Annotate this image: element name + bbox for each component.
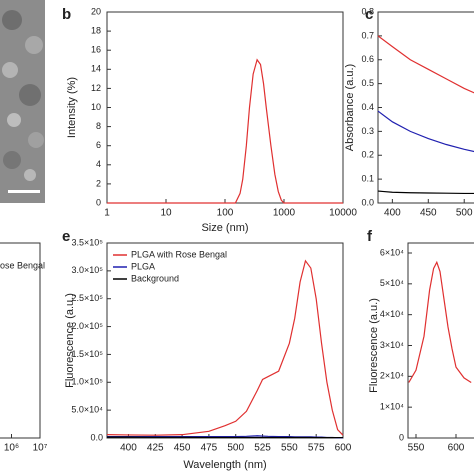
y-tick-label: 3.5×10⁵ <box>71 237 103 247</box>
x-tick-label: 550 <box>281 443 298 454</box>
x-tick-label: 450 <box>174 443 191 454</box>
x-tick-label: 500 <box>227 443 244 454</box>
series-line <box>377 190 474 195</box>
y-tick-label: 3.0×10⁵ <box>71 265 103 275</box>
panel-label: c <box>365 6 373 23</box>
x-tick-label: 10⁷ <box>33 443 48 454</box>
y-tick-label: 0.8 <box>361 6 374 16</box>
y-tick-label: 6 <box>96 140 101 150</box>
panel-label: f <box>367 228 373 245</box>
y-axis-label: Fluorescence (a.u.) <box>64 293 76 388</box>
x-tick-label: 600 <box>448 443 465 454</box>
plot-frame <box>0 242 41 439</box>
x-tick-label: 1 <box>104 208 110 219</box>
x-tick-label: 475 <box>201 443 218 454</box>
y-tick-label: 5.0×10⁴ <box>71 405 103 415</box>
y-tick-label: 0.6 <box>361 54 374 64</box>
annotation: ose Bengal <box>0 260 45 270</box>
y-tick-label: 2 <box>96 178 101 188</box>
x-tick-label: 600 <box>335 443 352 454</box>
y-axis-label: Absorbance (a.u.) <box>344 64 356 151</box>
x-tick-label: 400 <box>120 443 137 454</box>
y-tick-label: 4×10⁴ <box>380 309 404 319</box>
x-tick-label: 425 <box>147 443 164 454</box>
y-tick-label: 0 <box>399 432 404 442</box>
y-tick-label: 2.5×10⁵ <box>71 293 103 303</box>
y-tick-label: 10 <box>91 102 101 112</box>
plot-frame <box>407 242 474 439</box>
x-tick-label: 10000 <box>329 208 357 219</box>
y-axis-label: Fluorescence (a.u.) <box>368 298 380 393</box>
y-tick-label: 6×10⁴ <box>380 247 404 257</box>
panel-label: e <box>62 228 70 245</box>
x-tick-label: 400 <box>384 208 401 219</box>
y-tick-label: 20 <box>91 6 101 16</box>
y-tick-label: 0.1 <box>361 174 374 184</box>
series-line <box>106 259 344 436</box>
y-tick-label: 16 <box>91 45 101 55</box>
x-tick-label: 500 <box>456 208 473 219</box>
plot-frame <box>106 242 344 439</box>
y-tick-label: 0.4 <box>361 102 374 112</box>
x-tick-label: 10⁶ <box>4 443 19 454</box>
x-tick-label: 550 <box>408 443 425 454</box>
y-tick-label: 0.0 <box>90 432 103 442</box>
plot-frame <box>377 11 474 204</box>
legend-label: PLGA with Rose Bengal <box>131 249 227 259</box>
x-tick-label: 1000 <box>273 208 296 219</box>
plot-frame <box>106 11 344 204</box>
panel-label: b <box>62 6 71 23</box>
y-tick-label: 12 <box>91 83 101 93</box>
y-tick-label: 14 <box>91 64 101 74</box>
x-tick-label: 10 <box>160 208 172 219</box>
y-tick-label: 0.3 <box>361 126 374 136</box>
y-tick-label: 2×10⁴ <box>380 371 404 381</box>
y-tick-label: 0.7 <box>361 30 374 40</box>
series-line <box>408 260 472 384</box>
y-tick-label: 0.5 <box>361 78 374 88</box>
legend-label: Background <box>131 273 179 283</box>
y-tick-label: 0 <box>96 197 101 207</box>
y-tick-label: 0.2 <box>361 150 374 160</box>
y-tick-label: 0.0 <box>361 197 374 207</box>
y-tick-label: 1.0×10⁵ <box>71 377 103 387</box>
y-tick-label: 18 <box>91 25 101 35</box>
x-axis-label: Wavelength (nm) <box>183 459 266 471</box>
y-tick-label: 1.5×10⁵ <box>71 349 103 359</box>
y-tick-label: 4 <box>96 159 101 169</box>
series-line <box>377 110 474 153</box>
y-tick-label: 1×10⁴ <box>380 402 404 412</box>
y-axis-label: Intensity (%) <box>66 77 78 138</box>
y-tick-label: 3×10⁴ <box>380 340 404 350</box>
x-tick-label: 100 <box>217 208 234 219</box>
x-tick-label: 450 <box>420 208 437 219</box>
x-tick-label: 575 <box>308 443 325 454</box>
tem-image <box>0 0 45 203</box>
legend-label: PLGA <box>131 261 155 271</box>
series-line <box>107 58 343 204</box>
series-line <box>377 35 474 94</box>
x-tick-label: 525 <box>254 443 271 454</box>
x-axis-label: Size (nm) <box>201 222 248 234</box>
y-tick-label: 8 <box>96 121 101 131</box>
y-tick-label: 5×10⁴ <box>380 278 404 288</box>
y-tick-label: 2.0×10⁵ <box>71 321 103 331</box>
